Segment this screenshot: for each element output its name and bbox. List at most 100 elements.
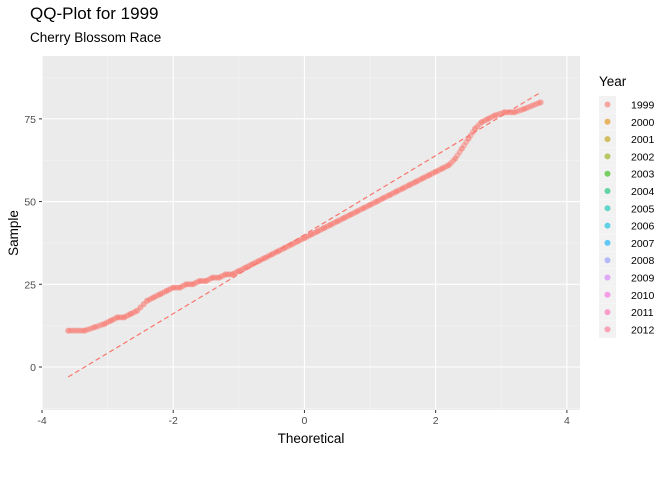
legend-swatch [604, 222, 611, 229]
data-point [458, 145, 465, 152]
data-point [114, 314, 121, 321]
legend-label: 2006 [631, 221, 655, 233]
data-point [393, 188, 400, 195]
data-point [439, 165, 446, 172]
data-point [242, 264, 249, 271]
y-axis-label: Sample [6, 210, 21, 256]
data-point [513, 108, 520, 115]
data-point [229, 271, 236, 278]
data-point [525, 104, 532, 111]
data-point [367, 201, 374, 208]
data-point [530, 102, 537, 109]
legend-label: 2009 [631, 273, 655, 285]
data-point [506, 109, 513, 116]
data-point [183, 281, 190, 288]
data-point [537, 99, 544, 106]
data-point [185, 281, 192, 288]
legend-label: 2003 [631, 169, 655, 181]
data-point [308, 231, 314, 238]
legend-label: 2008 [631, 255, 655, 267]
legend-swatch [604, 239, 611, 246]
legend-label: 2012 [631, 324, 655, 336]
data-point [452, 155, 459, 162]
legend-label: 2000 [631, 117, 655, 129]
y-axis: 0 25 50 75 [24, 114, 42, 374]
data-point [211, 274, 218, 281]
data-point [107, 317, 114, 324]
data-point [386, 191, 393, 198]
data-point [116, 314, 123, 321]
data-point [93, 323, 100, 330]
data-point [353, 208, 360, 215]
data-point [121, 314, 128, 321]
x-tick-label: 4 [564, 415, 570, 427]
data-point [76, 327, 83, 334]
data-point [334, 218, 341, 225]
data-point [72, 327, 79, 334]
data-point [196, 277, 203, 284]
data-point [474, 123, 481, 130]
data-point [321, 225, 328, 232]
data-point [472, 125, 479, 132]
data-point [209, 274, 216, 281]
legend-label: 2001 [631, 134, 655, 146]
data-point [224, 271, 231, 278]
data-point [532, 101, 539, 108]
data-point [84, 326, 91, 333]
data-point [157, 291, 164, 298]
legend: Year 1999 2000 2001 2002 2003 2004 2005 2006 200… [599, 74, 655, 338]
data-point [176, 284, 183, 291]
data-point [67, 327, 74, 334]
x-axis: -4 -2 0 2 4 [37, 410, 570, 427]
data-point [504, 109, 511, 116]
data-point [143, 297, 150, 304]
data-point [288, 241, 295, 248]
data-point [216, 274, 223, 281]
legend-swatch [604, 188, 611, 194]
data-point [222, 271, 229, 278]
legend-swatch [604, 257, 611, 264]
x-tick-label: 0 [302, 415, 308, 427]
data-point [521, 105, 528, 112]
data-point [380, 195, 387, 202]
chart-title: QQ-Plot for 1999 [30, 4, 159, 23]
data-point [465, 135, 472, 142]
data-point [528, 103, 535, 110]
data-point [496, 110, 503, 117]
legend-swatch [604, 309, 611, 316]
data-point [91, 324, 98, 331]
x-tick-label: -2 [169, 415, 178, 427]
data-point [467, 132, 474, 139]
data-point [478, 119, 485, 126]
data-point [86, 325, 93, 332]
data-point [81, 327, 88, 334]
y-tick-label: 25 [24, 279, 36, 291]
data-point [314, 228, 321, 235]
data-point [516, 107, 523, 114]
data-point [248, 261, 255, 268]
data-point [523, 104, 530, 111]
data-point [69, 327, 76, 334]
data-point [406, 182, 413, 189]
data-point [447, 159, 454, 166]
chart-subtitle: Cherry Blossom Race [30, 30, 162, 45]
data-point [360, 205, 367, 212]
legend-swatch [604, 291, 611, 298]
legend-label: 2010 [631, 290, 655, 302]
data-point [412, 178, 419, 185]
x-axis-label: Theoretical [278, 431, 345, 446]
reference-line-group [67, 91, 541, 378]
data-point [262, 254, 269, 261]
legend-label: 2002 [631, 151, 655, 163]
legend-label: 2007 [631, 238, 655, 250]
data-point [491, 112, 498, 119]
legend-swatch [604, 118, 611, 125]
data-point [203, 277, 210, 284]
data-points [65, 99, 544, 334]
data-point [198, 277, 205, 284]
legend-swatch [604, 101, 611, 108]
data-point [275, 248, 282, 255]
legend-swatch [604, 136, 611, 143]
y-tick-label: 0 [30, 362, 36, 374]
